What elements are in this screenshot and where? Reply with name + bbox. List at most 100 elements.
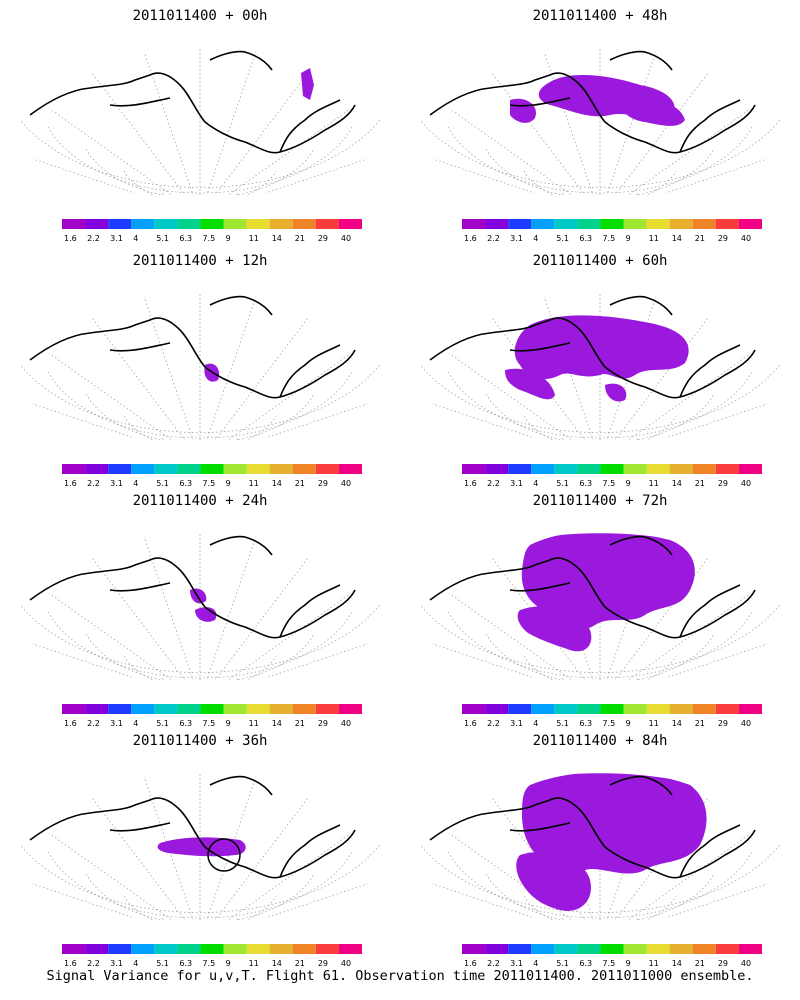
colorbar-label: 3.1 — [510, 959, 523, 968]
colorbar-label: 3.1 — [510, 479, 523, 488]
panel-title: 2011011400 + 84h — [532, 733, 668, 749]
colorbar-swatch — [200, 219, 224, 229]
colorbar-swatch — [154, 219, 178, 229]
colorbar-swatch — [669, 704, 693, 714]
colorbar-label: 40 — [341, 479, 351, 488]
colorbar-label: 11 — [649, 719, 659, 728]
colorbar-swatch — [154, 464, 178, 474]
colorbar: 1.6 2.2 3.1 4 5.1 6.3 7.5 9 11 14 21 29 40 — [62, 704, 362, 728]
colorbar-label: 21 — [295, 479, 305, 488]
colorbar-swatch — [462, 464, 486, 474]
polar-projection-map — [20, 533, 380, 680]
colorbar-swatch — [623, 219, 647, 229]
signal-variance-region — [516, 851, 591, 911]
polar-projection-map — [420, 293, 780, 440]
colorbar-swatch — [85, 944, 109, 954]
colorbar-swatch — [554, 219, 578, 229]
colorbar-swatch — [338, 464, 362, 474]
colorbar-label: 2.2 — [487, 959, 500, 968]
polar-projection-map — [420, 773, 780, 920]
colorbar-label: 40 — [741, 479, 751, 488]
panel-title: 2011011400 + 36h — [132, 733, 268, 749]
colorbar-swatch — [531, 219, 555, 229]
figure-caption: Signal Variance for u,v,T. Flight 61. Ob… — [46, 968, 754, 984]
colorbar-label: 6.3 — [179, 959, 192, 968]
colorbar-swatch — [462, 219, 486, 229]
colorbar-label: 11 — [249, 719, 259, 728]
colorbar-label: 29 — [318, 719, 328, 728]
colorbar-swatch — [577, 219, 601, 229]
colorbar-swatch — [646, 944, 670, 954]
forecast-panel-00h: 2011011400 + 00h 1.6 2.2 3.1 4 5.1 6.3 7.5 9 11 1… — [10, 0, 390, 243]
colorbar-swatch — [577, 944, 601, 954]
colorbar-swatch — [715, 219, 739, 229]
forecast-panel-60h: 2011011400 + 60h 1.6 2.2 3.1 4 5.1 6.3 7.5 9 11 1… — [410, 245, 790, 488]
colorbar-swatch — [62, 464, 86, 474]
colorbar-swatch — [177, 944, 201, 954]
colorbar-swatch — [462, 704, 486, 714]
colorbar-swatch — [669, 944, 693, 954]
colorbar-swatch — [269, 219, 293, 229]
signal-variance-region — [510, 98, 536, 123]
colorbar-swatch — [62, 704, 86, 714]
forecast-panel-24h: 2011011400 + 24h 1.6 2.2 3.1 4 5.1 6.3 7.5 9 11 1… — [10, 485, 390, 728]
signal-variance-region — [522, 773, 707, 875]
colorbar-swatch — [315, 464, 339, 474]
colorbar-label: 11 — [649, 234, 659, 243]
colorbar-label: 5.1 — [556, 479, 569, 488]
colorbar-swatch — [554, 704, 578, 714]
colorbar-label: 2.2 — [87, 959, 100, 968]
colorbar-label: 40 — [341, 719, 351, 728]
colorbar-label: 7.5 — [202, 234, 215, 243]
polar-projection-map — [20, 773, 380, 920]
panel-title: 2011011400 + 72h — [532, 493, 668, 509]
colorbar-swatch — [600, 704, 624, 714]
colorbar-label: 14 — [672, 719, 682, 728]
colorbar-swatch — [554, 464, 578, 474]
colorbar: 1.6 2.2 3.1 4 5.1 6.3 7.5 9 11 14 21 29 40 — [462, 704, 762, 728]
colorbar-label: 4 — [133, 719, 138, 728]
colorbar-label: 11 — [649, 479, 659, 488]
colorbar-label: 11 — [249, 959, 259, 968]
colorbar-label: 21 — [695, 234, 705, 243]
colorbar-label: 29 — [318, 959, 328, 968]
colorbar-label: 7.5 — [602, 234, 615, 243]
highlight-circle — [207, 838, 241, 872]
colorbar-swatch — [485, 219, 509, 229]
colorbar-label: 14 — [272, 234, 282, 243]
colorbar-swatch — [177, 464, 201, 474]
colorbar-swatch — [177, 704, 201, 714]
colorbar-label: 1.6 — [64, 234, 77, 243]
colorbar-swatch — [600, 944, 624, 954]
colorbar-label: 14 — [672, 234, 682, 243]
colorbar-swatch — [715, 944, 739, 954]
signal-variance-region — [605, 383, 627, 402]
polar-projection-map — [420, 533, 780, 680]
colorbar-label: 2.2 — [487, 479, 500, 488]
colorbar-swatch — [738, 464, 762, 474]
colorbar-swatch — [131, 219, 155, 229]
colorbar-label: 1.6 — [64, 479, 77, 488]
colorbar-label: 14 — [272, 719, 282, 728]
colorbar-label: 9 — [226, 234, 231, 243]
colorbar-swatch — [85, 219, 109, 229]
signal-variance-region — [301, 68, 314, 100]
forecast-panel-12h: 2011011400 + 12h 1.6 2.2 3.1 4 5.1 6.3 7.5 9 11 1… — [10, 245, 390, 488]
colorbar-swatch — [85, 704, 109, 714]
colorbar-label: 29 — [718, 234, 728, 243]
colorbar-label: 40 — [741, 959, 751, 968]
colorbar-label: 5.1 — [556, 719, 569, 728]
colorbar-label: 5.1 — [156, 479, 169, 488]
colorbar-label: 21 — [295, 719, 305, 728]
colorbar-label: 40 — [341, 959, 351, 968]
forecast-panel-72h: 2011011400 + 72h 1.6 2.2 3.1 4 5.1 6.3 7.5 9 11 1… — [410, 485, 790, 728]
polar-projection-map — [420, 48, 780, 195]
colorbar-label: 6.3 — [179, 234, 192, 243]
colorbar-swatch — [485, 944, 509, 954]
colorbar-label: 2.2 — [487, 234, 500, 243]
colorbar-label: 21 — [695, 479, 705, 488]
colorbar-label: 4 — [133, 234, 138, 243]
colorbar-label: 29 — [318, 234, 328, 243]
colorbar: 1.6 2.2 3.1 4 5.1 6.3 7.5 9 11 14 21 29 40 — [62, 464, 362, 488]
colorbar-swatch — [223, 219, 247, 229]
